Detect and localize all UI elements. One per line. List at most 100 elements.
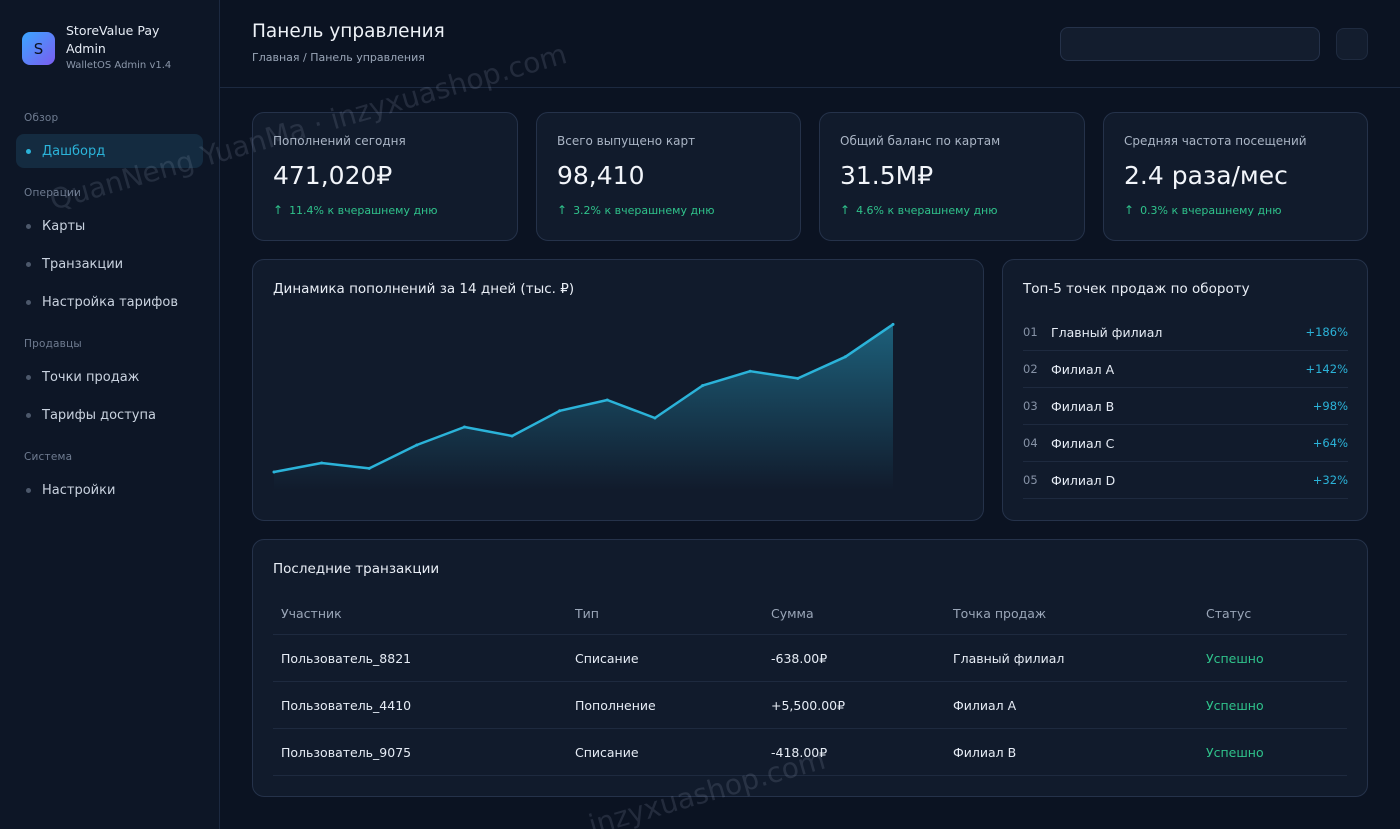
- kpi-card-cards-issued: Всего выпущено карт 98,410 ↑ 3.2% к вчера…: [536, 112, 801, 241]
- point-name: Главный филиал: [1051, 324, 1163, 340]
- chart-title: Динамика пополнений за 14 дней (тыс. ₽): [273, 281, 575, 297]
- rank: 03: [1023, 399, 1038, 413]
- sidebar-item-cards[interactable]: Карты: [16, 209, 203, 243]
- chart-data-point: [272, 470, 276, 474]
- growth-value: +64%: [1312, 436, 1348, 450]
- table-row[interactable]: Пользователь_9075 Списание -418.00₽ Фили…: [273, 729, 1347, 776]
- column-header-status[interactable]: Статус: [1206, 606, 1252, 621]
- growth-value: +98%: [1312, 399, 1348, 413]
- brand-version: WalletOS Admin v1.4: [66, 60, 172, 71]
- cell-type: Пополнение: [575, 698, 656, 713]
- brand-logo: S: [22, 32, 55, 65]
- kpi-label: Средняя частота посещений: [1124, 134, 1307, 148]
- sidebar-item-tariff-settings[interactable]: Настройка тарифов: [16, 285, 203, 319]
- kpi-card-visit-frequency: Средняя частота посещений 2.4 раза/мес ↑…: [1103, 112, 1368, 241]
- bullet-icon: [26, 412, 31, 418]
- sidebar-item-transactions[interactable]: Транзакции: [16, 247, 203, 281]
- sidebar-item-access-plans[interactable]: Тарифы доступа: [16, 398, 203, 432]
- kpi-label: Пополнений сегодня: [273, 134, 406, 148]
- growth-value: +32%: [1312, 473, 1348, 487]
- rank: 05: [1023, 473, 1038, 487]
- chart-data-point: [796, 376, 800, 380]
- growth-value: +186%: [1305, 325, 1348, 339]
- cell-user: Пользователь_8821: [281, 651, 412, 666]
- point-name: Филиал C: [1051, 435, 1115, 451]
- sidebar-item-label: Дашборд: [42, 143, 106, 159]
- top-point-row[interactable]: 05 Филиал D +32%: [1023, 462, 1348, 499]
- nav-section-sellers: Продавцы: [24, 338, 82, 350]
- kpi-value: 31.5M₽: [840, 161, 934, 190]
- sidebar-item-dashboard[interactable]: Дашборд: [16, 134, 203, 168]
- kpi-value: 98,410: [557, 161, 645, 190]
- bullet-icon: [26, 148, 31, 154]
- column-header-amount[interactable]: Сумма: [771, 606, 814, 621]
- cell-point: Филиал B: [953, 745, 1017, 760]
- arrow-up-icon: ↑: [557, 203, 568, 217]
- sidebar-item-settings[interactable]: Настройки: [16, 473, 203, 507]
- nav-section-operations: Операции: [24, 187, 82, 199]
- rank: 04: [1023, 436, 1038, 450]
- nav-section-overview: Обзор: [24, 112, 59, 124]
- top-header: Панель управления Главная / Панель управ…: [220, 0, 1400, 88]
- topup-area-chart: [272, 322, 895, 490]
- kpi-value: 2.4 раза/мес: [1124, 161, 1288, 190]
- cell-amount: -638.00₽: [771, 651, 828, 666]
- bullet-icon: [26, 261, 31, 267]
- kpi-delta: ↑ 0.3% к вчерашнему дню: [1124, 203, 1282, 217]
- chart-data-point: [605, 398, 609, 402]
- chart-data-point: [415, 443, 419, 447]
- sidebar-item-label: Тарифы доступа: [42, 407, 156, 423]
- status-badge: Успешно: [1206, 651, 1264, 666]
- sidebar: S StoreValue Pay Admin WalletOS Admin v1…: [0, 0, 220, 829]
- top-point-row[interactable]: 03 Филиал B +98%: [1023, 388, 1348, 425]
- chart-series-line: [272, 323, 895, 474]
- brand-name: StoreValue Pay Admin: [66, 23, 160, 56]
- transactions-title: Последние транзакции: [273, 561, 440, 577]
- top-point-row[interactable]: 01 Главный филиал +186%: [1023, 314, 1348, 351]
- chart-data-point: [843, 355, 847, 359]
- point-name: Филиал B: [1051, 398, 1115, 414]
- rank: 02: [1023, 362, 1038, 376]
- header-action-button[interactable]: [1336, 28, 1368, 60]
- table-row[interactable]: Пользователь_8821 Списание -638.00₽ Глав…: [273, 635, 1347, 682]
- growth-value: +142%: [1305, 362, 1348, 376]
- sidebar-item-label: Транзакции: [42, 256, 124, 272]
- kpi-delta-text: 4.6% к вчерашнему дню: [856, 204, 998, 217]
- kpi-card-topups-today: Пополнений сегодня 471,020₽ ↑ 11.4% к вче…: [252, 112, 518, 241]
- sidebar-item-label: Точки продаж: [42, 369, 140, 385]
- cell-type: Списание: [575, 745, 639, 760]
- chart-data-point: [748, 369, 752, 373]
- breadcrumb[interactable]: Главная / Панель управления: [252, 51, 425, 64]
- rank: 01: [1023, 325, 1038, 339]
- kpi-delta: ↑ 3.2% к вчерашнему дню: [557, 203, 715, 217]
- chart-data-point: [320, 461, 324, 465]
- kpi-delta-text: 11.4% к вчерашнему дню: [289, 204, 438, 217]
- bullet-icon: [26, 299, 31, 305]
- kpi-delta: ↑ 4.6% к вчерашнему дню: [840, 203, 998, 217]
- transactions-card: Последние транзакции Участник Тип Сумма …: [252, 539, 1368, 797]
- chart-data-point: [701, 384, 705, 388]
- arrow-up-icon: ↑: [1124, 203, 1135, 217]
- table-row[interactable]: Пользователь_4410 Пополнение +5,500.00₽ …: [273, 682, 1347, 729]
- cell-point: Главный филиал: [953, 651, 1065, 666]
- search-input[interactable]: [1060, 27, 1320, 61]
- page-title: Панель управления: [252, 21, 445, 42]
- chart-data-point: [462, 425, 466, 429]
- brand: S StoreValue Pay Admin WalletOS Admin v1…: [22, 22, 196, 71]
- topup-chart-card: Динамика пополнений за 14 дней (тыс. ₽): [252, 259, 984, 521]
- kpi-card-total-balance: Общий баланс по картам 31.5M₽ ↑ 4.6% к вч…: [819, 112, 1085, 241]
- status-badge: Успешно: [1206, 698, 1264, 713]
- kpi-label: Общий баланс по картам: [840, 134, 1001, 148]
- top-point-row[interactable]: 02 Филиал A +142%: [1023, 351, 1348, 388]
- bullet-icon: [26, 223, 31, 229]
- kpi-delta-text: 0.3% к вчерашнему дню: [1140, 204, 1282, 217]
- column-header-type[interactable]: Тип: [575, 606, 599, 621]
- top-point-row[interactable]: 04 Филиал C +64%: [1023, 425, 1348, 462]
- column-header-point[interactable]: Точка продаж: [953, 606, 1047, 621]
- cell-user: Пользователь_9075: [281, 745, 412, 760]
- column-header-user[interactable]: Участник: [281, 606, 342, 621]
- chart-data-point: [558, 409, 562, 413]
- sidebar-item-points-of-sale[interactable]: Точки продаж: [16, 360, 203, 394]
- kpi-value: 471,020₽: [273, 161, 393, 190]
- sidebar-item-label: Настройки: [42, 482, 116, 498]
